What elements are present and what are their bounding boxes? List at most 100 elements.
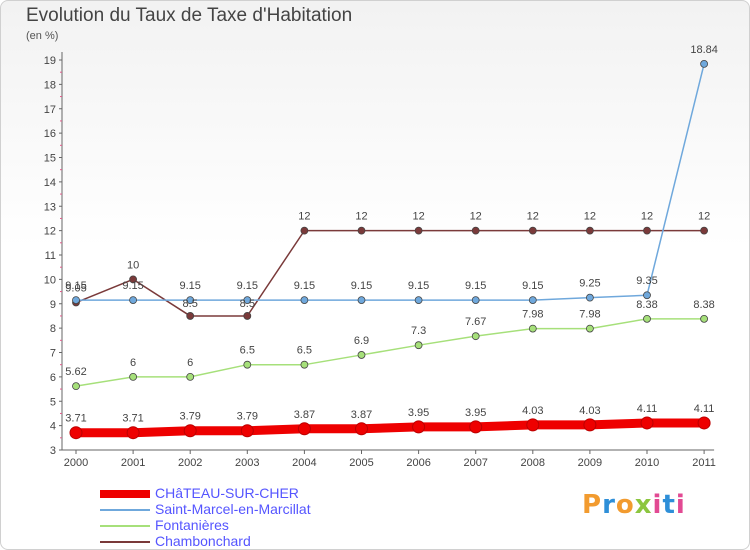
- data-label-3: 12: [584, 211, 596, 223]
- y-tick-label: 17: [44, 104, 56, 116]
- y-tick-label: 7: [50, 348, 56, 360]
- y-tick-label: 5: [50, 396, 56, 408]
- data-label-3: 12: [298, 211, 310, 223]
- data-label-3: 12: [641, 211, 653, 223]
- data-label-0: 4.11: [694, 403, 715, 415]
- legend-item-fontanieres: Fontanières: [100, 517, 420, 534]
- data-label-0: 4.03: [522, 405, 543, 417]
- series-point-3: [528, 226, 537, 235]
- chart-title: Evolution du Taux de Taxe d'Habitation: [26, 5, 353, 26]
- data-label-2: 8.38: [636, 299, 657, 311]
- series-point-0: [697, 416, 711, 430]
- x-tick-label: 2004: [292, 457, 316, 469]
- series-line-1: [75, 63, 705, 301]
- series-point-1: [643, 291, 651, 300]
- y-tick-label: 15: [44, 153, 56, 165]
- data-label-1: 9.15: [294, 280, 315, 292]
- data-label-0: 3.95: [408, 407, 429, 419]
- legend-label-chambonchard: Chambonchard: [155, 533, 251, 549]
- data-label-2: 6.5: [240, 345, 255, 357]
- data-label-1: 18.84: [690, 44, 718, 56]
- series-point-0: [355, 422, 368, 436]
- data-label-1: 9.15: [237, 280, 258, 292]
- data-label-1: 9.25: [579, 278, 600, 290]
- series-point-3: [414, 226, 423, 235]
- series-point-3: [643, 226, 651, 235]
- data-label-3: 12: [470, 211, 482, 223]
- data-label-1: 9.15: [522, 280, 543, 292]
- data-label-3: 12: [412, 211, 424, 223]
- y-tick-label: 10: [44, 274, 56, 286]
- data-label-2: 8.38: [693, 299, 714, 311]
- x-tick-label: 2003: [235, 457, 259, 469]
- series-point-0: [183, 424, 197, 438]
- series-point-1: [414, 296, 423, 304]
- y-tick-label: 19: [44, 55, 56, 67]
- series-point-2: [700, 314, 708, 323]
- data-label-0: 3.79: [237, 411, 258, 423]
- y-tick-label: 3: [50, 445, 56, 457]
- series-point-1: [528, 296, 537, 304]
- data-label-2: 5.62: [65, 366, 86, 378]
- series-point-0: [297, 422, 311, 436]
- series-point-3: [357, 226, 366, 235]
- series-line-0: [71, 418, 709, 438]
- data-label-1: 9.15: [351, 280, 372, 292]
- x-tick-label: 2002: [178, 457, 202, 469]
- y-unit-label: (en %): [26, 30, 59, 42]
- y-tick-label: 6: [50, 372, 56, 384]
- data-label-1: 9.15: [408, 280, 429, 292]
- data-label-2: 7.3: [411, 325, 426, 337]
- data-label-1: 9.15: [122, 280, 143, 292]
- legend-swatch-saint-marcel: [100, 509, 150, 511]
- series-point-1: [300, 296, 309, 304]
- data-label-3: 10: [127, 259, 139, 271]
- data-label-0: 3.79: [179, 411, 200, 423]
- x-tick-label: 2011: [692, 457, 716, 469]
- series-point-0: [412, 420, 426, 434]
- series-point-2: [528, 324, 537, 333]
- data-label-0: 3.87: [351, 409, 372, 421]
- data-label-0: 4.03: [579, 405, 600, 417]
- series-point-3: [586, 226, 594, 235]
- data-label-3: 9.05: [65, 283, 86, 295]
- series-point-3: [243, 312, 252, 320]
- x-tick-label: 2005: [349, 457, 373, 469]
- series-point-0: [69, 426, 83, 440]
- y-tick-label: 13: [44, 201, 56, 213]
- data-label-2: 7.67: [465, 316, 486, 328]
- series-point-3: [186, 312, 195, 320]
- series-point-3: [300, 226, 309, 235]
- data-label-0: 3.71: [122, 413, 143, 425]
- data-label-1: 9.15: [179, 280, 200, 292]
- data-label-3: 12: [698, 211, 710, 223]
- series-point-1: [243, 296, 252, 304]
- series-point-0: [640, 416, 654, 430]
- series-point-2: [643, 314, 651, 323]
- series-point-0: [469, 420, 483, 434]
- legend-item-chambonchard: Chambonchard: [100, 533, 420, 550]
- data-label-1: 9.35: [636, 275, 657, 287]
- series-point-1: [357, 296, 366, 304]
- series-line-2: [75, 318, 705, 387]
- series-point-3: [700, 226, 708, 235]
- series-point-1: [700, 60, 708, 68]
- series-point-2: [471, 332, 480, 341]
- series-point-1: [129, 296, 138, 304]
- y-tick-label: 9: [50, 299, 56, 311]
- series-point-2: [129, 372, 138, 381]
- series-point-1: [471, 296, 480, 304]
- series-point-2: [586, 324, 594, 333]
- data-label-2: 7.98: [522, 309, 543, 321]
- series-point-2: [186, 372, 195, 381]
- legend-label-fontanieres: Fontanières: [155, 517, 229, 533]
- x-tick-label: 2006: [406, 457, 430, 469]
- data-label-2: 6: [130, 357, 136, 369]
- data-label-2: 7.98: [579, 309, 600, 321]
- x-tick-label: 2007: [463, 457, 487, 469]
- series-point-2: [243, 360, 252, 369]
- x-tick-label: 2010: [635, 457, 659, 469]
- y-tick-label: 4: [50, 421, 56, 433]
- series-point-3: [129, 275, 138, 284]
